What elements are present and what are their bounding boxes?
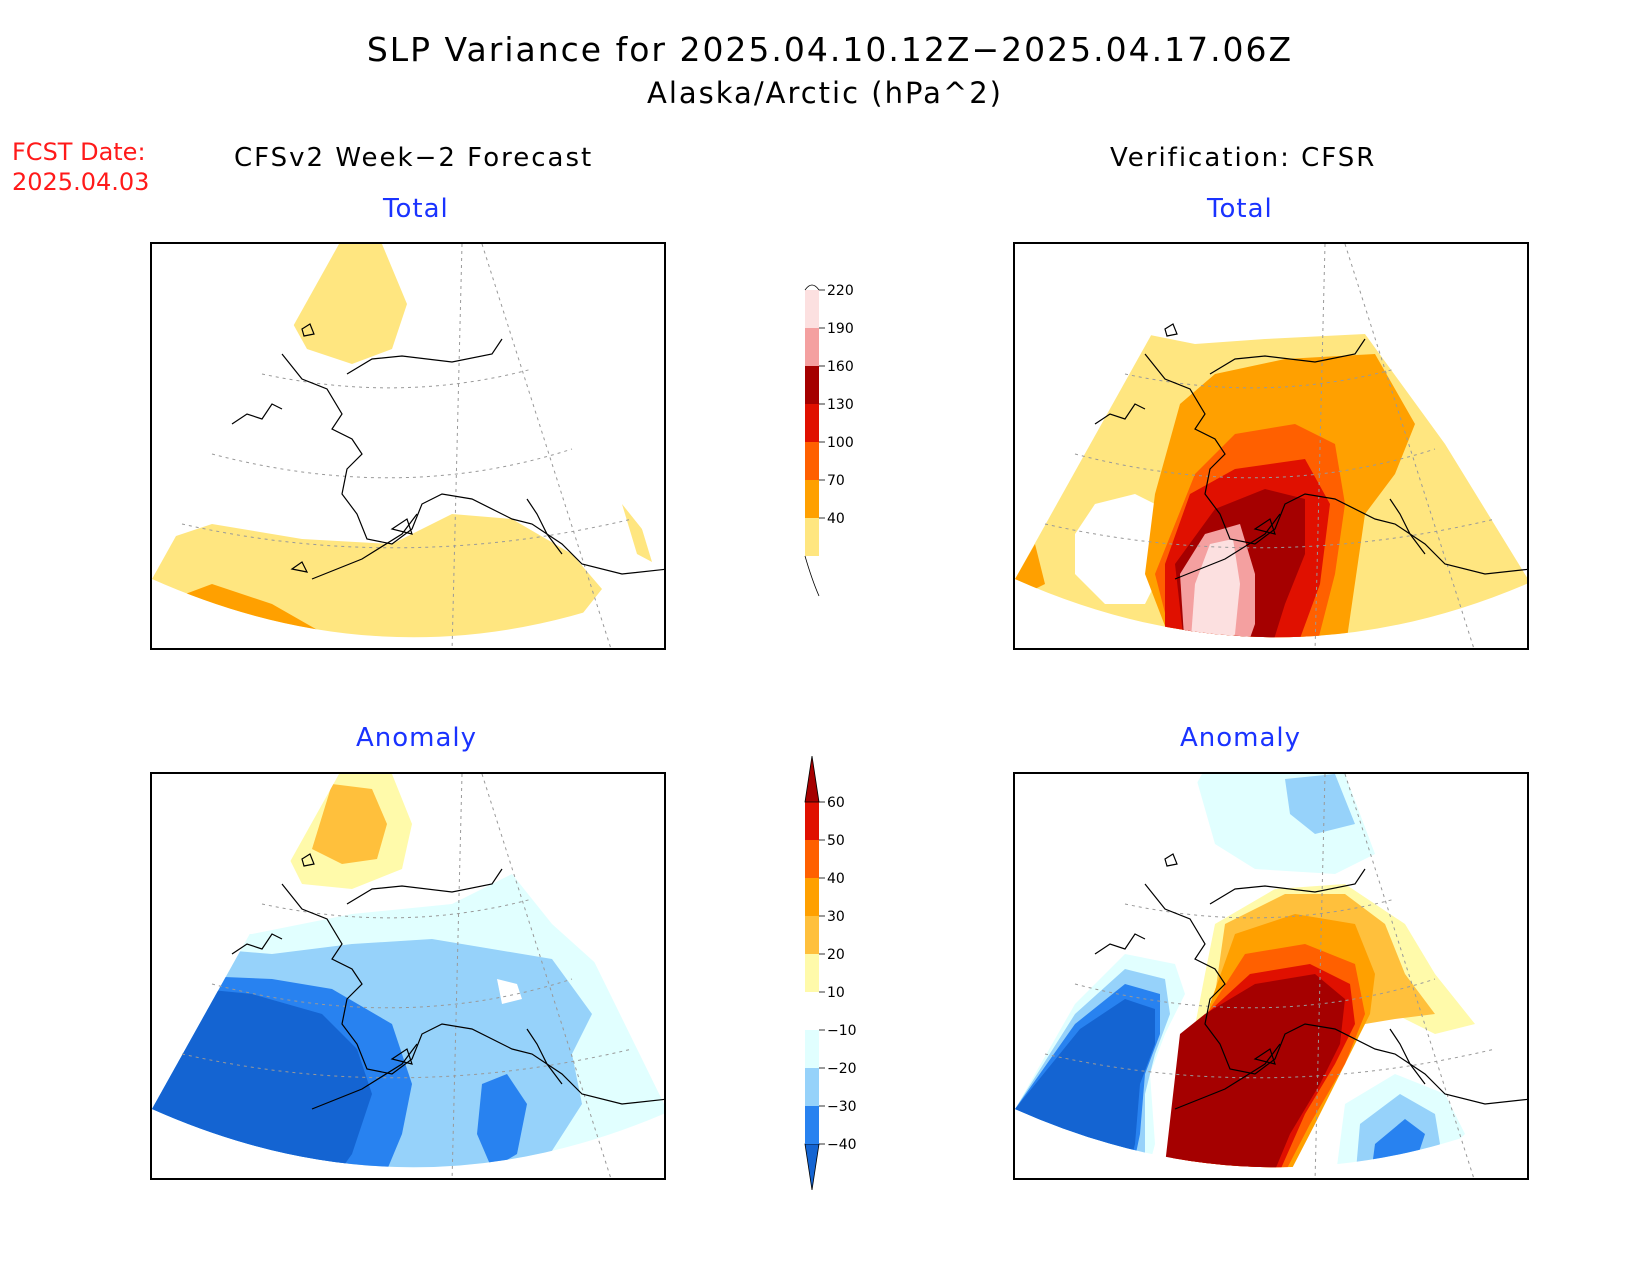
colorbar-label: 10 [827,985,845,1001]
forecast-total-title: Total [383,194,449,224]
colorbar-label: −20 [827,1061,857,1077]
colorbar-label: 100 [827,435,854,451]
page-title: SLP Variance for 2025.04.10.12Z−2025.04.… [366,30,1294,69]
colorbar-swatch [805,366,819,404]
colorbar-label: 50 [827,833,845,849]
colorbar-swatch [805,1030,819,1068]
colorbar-label: 30 [827,909,845,925]
colorbar-swatch [804,755,820,803]
verification-anomaly-title: Anomaly [1180,723,1302,753]
colorbar-label: 40 [827,871,845,887]
colorbar-swatch [805,840,819,878]
anomaly-m40-region [1015,999,1155,1168]
colorbar-swatch [805,290,819,328]
forecast-total-map [150,242,666,650]
colorbar-label: −30 [827,1099,857,1115]
colorbar-swatch [805,518,819,556]
variance-220-region [1190,539,1240,638]
colorbar-swatch [805,480,819,518]
forecast-anomaly-map [150,772,666,1180]
colorbar-label: 60 [827,795,845,811]
colorbar-label: 160 [827,359,854,375]
colorbar-swatch [805,992,819,1030]
variance-70-region [1015,544,1045,594]
variance-40-region [152,514,602,638]
colorbar-swatch [805,442,819,480]
verification-anomaly-map [1013,772,1529,1180]
colorbar-swatch [805,1106,819,1144]
colorbar-label: 190 [827,321,854,337]
variance-40-region [622,504,652,562]
colorbar-swatch [804,1143,820,1191]
verification-total-map [1013,242,1529,650]
colorbar-anomaly: −40 −30 −20 −10 10 20 30 40 50 60 [804,755,857,1191]
colorbar-swatch [805,916,819,954]
colorbar-label: −40 [827,1137,857,1153]
colorbar-label: 20 [827,947,845,963]
anomaly-white-region [497,979,522,1004]
coastline [1094,323,1527,580]
fcst-date-value: 2025.04.03 [12,168,150,196]
colorbar-swatch [805,1068,819,1106]
fcst-date-label: FCST Date: [12,138,146,166]
colorbar-swatch [805,954,819,992]
forecast-anomaly-title: Anomaly [356,723,478,753]
coastline [1094,853,1527,1110]
colorbar-label: 70 [827,473,845,489]
colorbar-label: 40 [827,511,845,527]
colorbar-swatch [805,878,819,916]
colorbar-label: 220 [827,283,854,299]
coastline [231,853,664,1110]
anomaly-m20-region [1285,774,1355,834]
page-subtitle: Alaska/Arctic (hPa^2) [647,76,1003,110]
variance-40-region [282,244,407,364]
colorbar-label: −10 [827,1023,857,1039]
colorbar-label: 130 [827,397,854,413]
verification-column-header: Verification: CFSR [1110,143,1377,173]
anomaly-m30-region [477,1074,527,1168]
verification-total-title: Total [1207,194,1273,224]
anomaly-20-region [312,784,387,864]
colorbar-swatch [805,404,819,442]
colorbar-outline [804,284,820,597]
colorbar-swatch [805,802,819,840]
colorbar-swatch [805,328,819,366]
coastline [231,323,664,580]
forecast-column-header: CFSv2 Week−2 Forecast [234,143,594,173]
colorbar-total: 40 70 100 130 160 190 220 [804,283,854,597]
